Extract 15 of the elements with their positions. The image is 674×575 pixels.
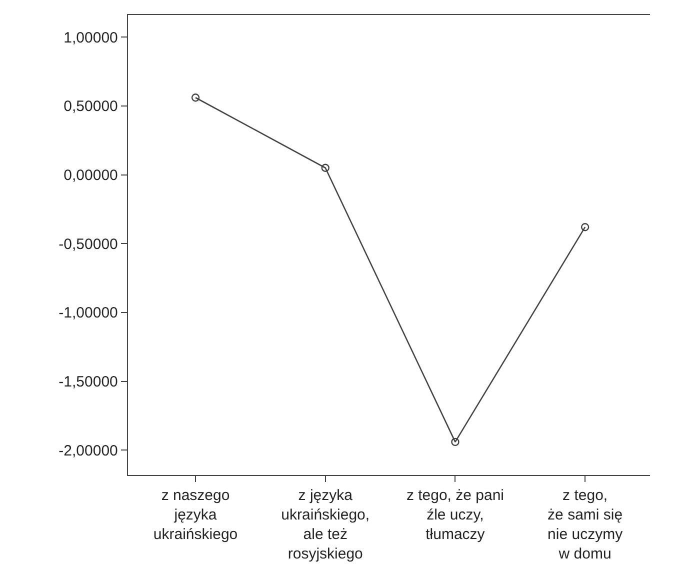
y-tick-label: -1,50000: [58, 374, 118, 391]
x-tick-label: z tego, że sami się nie uczymy w domu: [548, 487, 624, 563]
point: [321, 164, 330, 172]
x-tick-label: z naszego języka ukraińskiego: [153, 487, 238, 544]
y-tick-label: -1,00000: [58, 304, 118, 322]
x-tick-label: z tego, że pani źle uczy, tłumaczy: [406, 487, 504, 544]
y-tick-label: 1,00000: [64, 29, 118, 46]
y-tick-label: -2,00000: [58, 442, 118, 460]
y-tick-label: 0,50000: [64, 98, 118, 116]
point: [191, 94, 200, 102]
point: [451, 438, 460, 446]
point: [580, 223, 590, 232]
y-tick-label: -0,50000: [58, 236, 118, 253]
x-tick-label: z języka ukraińskiego, ale też rosyjskiego: [281, 487, 370, 563]
y-tick-label: 0,00000: [64, 167, 118, 184]
